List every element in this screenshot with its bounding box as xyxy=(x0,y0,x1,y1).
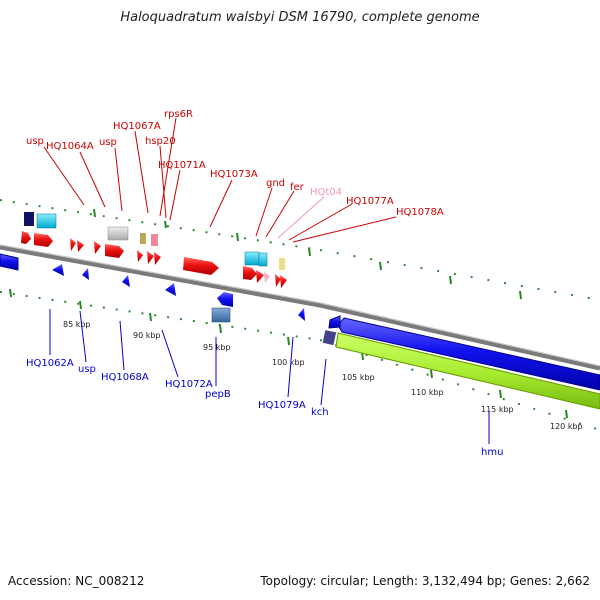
label-hq1062a: HQ1062A xyxy=(26,358,74,369)
scale-label-105: 105 kbp xyxy=(342,373,375,382)
label-hq1067a: HQ1067A xyxy=(113,121,161,132)
scale-label-110: 110 kbp xyxy=(411,388,444,397)
label-hq1079a: HQ1079A xyxy=(258,400,306,411)
scale-label-90: 90 kbp xyxy=(133,331,161,340)
forward-gene-hq1071a xyxy=(154,252,161,265)
forward-feature-boxes xyxy=(24,212,285,270)
lower-dotted-track xyxy=(0,288,600,431)
label-hq1068a: HQ1068A xyxy=(101,372,149,383)
forward-gene-hq1067a xyxy=(105,244,124,258)
reverse-gene-hq1068a xyxy=(122,275,130,287)
scale-label-85: 85 kbp xyxy=(63,320,91,329)
reverse-gene-hq1079a xyxy=(298,308,305,321)
label-usp-2: usp xyxy=(99,137,117,148)
topology-text: Topology: circular; Length: 3,132,494 bp… xyxy=(260,574,590,588)
forward-leader-lines xyxy=(43,117,397,243)
forward-gene-hq1064a xyxy=(34,233,53,247)
forward-gene-usp-1 xyxy=(21,231,31,244)
label-fer: fer xyxy=(290,182,305,193)
scale-label-115: 115 kbp xyxy=(481,405,514,414)
feature-box-navy xyxy=(24,212,34,226)
feature-box-yellow xyxy=(279,258,285,270)
label-pepb: pepB xyxy=(205,389,231,400)
highlight-region-start-marker xyxy=(322,330,337,346)
label-hq1078a: HQ1078A xyxy=(396,207,444,218)
forward-gene-gnd xyxy=(243,266,257,280)
reverse-gene-usp xyxy=(82,268,89,280)
label-kch: kch xyxy=(311,407,329,418)
upper-dotted-track xyxy=(0,199,600,301)
feature-box-cyan-2 xyxy=(244,251,260,266)
feature-box-pink xyxy=(151,234,158,246)
genome-backbone-highlight xyxy=(0,244,600,367)
feature-box-tan xyxy=(140,233,146,244)
reverse-gene-left-arrow xyxy=(0,253,19,271)
feature-box-steel xyxy=(211,307,231,323)
forward-gene-hq1078a xyxy=(280,275,287,288)
reverse-gene-track xyxy=(52,264,305,321)
label-hq1073a: HQ1073A xyxy=(210,169,258,180)
reverse-gene-hq1072a xyxy=(165,283,176,296)
label-hq1071a: HQ1071A xyxy=(158,160,206,171)
forward-gene-usp-2 xyxy=(94,241,101,254)
forward-gene-hqt04 xyxy=(264,272,270,283)
accession-text: Accession: NC_008212 xyxy=(8,574,145,588)
highlight-region-bar xyxy=(335,332,600,410)
forward-gene-fer xyxy=(256,270,264,283)
label-usp-reverse: usp xyxy=(78,364,96,375)
forward-gene-track xyxy=(21,231,287,288)
feature-box-cyan-3 xyxy=(258,252,268,267)
label-usp-1: usp xyxy=(26,136,44,147)
genome-backbone xyxy=(0,244,600,371)
label-hq1077a: HQ1077A xyxy=(346,196,394,207)
scale-label-100: 100 kbp xyxy=(272,358,305,367)
forward-gene-rps6r xyxy=(137,250,143,262)
map-title: Haloquadratum walsbyi DSM 16790, complet… xyxy=(120,10,480,25)
reverse-gene-kch-arrow xyxy=(328,315,341,329)
scale-label-120: 120 kbp xyxy=(550,422,583,431)
label-hsp20: hsp20 xyxy=(145,136,176,147)
label-hq1072a: HQ1072A xyxy=(165,379,213,390)
label-rps6r: rps6R xyxy=(164,109,193,120)
reverse-gene-hq1062a xyxy=(52,264,64,276)
label-hmu: hmu xyxy=(481,447,503,458)
feature-box-cyan-1 xyxy=(36,213,57,229)
reverse-leader-lines xyxy=(49,309,490,444)
label-gnd: gnd xyxy=(266,178,285,189)
forward-leader-line-hqt04 xyxy=(277,196,325,239)
forward-gene-hsp20 xyxy=(147,251,154,264)
scale-label-95: 95 kbp xyxy=(203,343,231,352)
label-hq1064a: HQ1064A xyxy=(46,141,94,152)
label-hqt04: HQt04 xyxy=(310,187,342,198)
feature-box-grey xyxy=(107,226,129,241)
forward-gene-hq1077a xyxy=(275,274,281,287)
forward-gene-small-1 xyxy=(70,238,76,251)
reverse-gene-pepb xyxy=(217,292,233,307)
forward-gene-small-2 xyxy=(77,240,84,252)
forward-gene-hq1073a xyxy=(183,257,219,275)
